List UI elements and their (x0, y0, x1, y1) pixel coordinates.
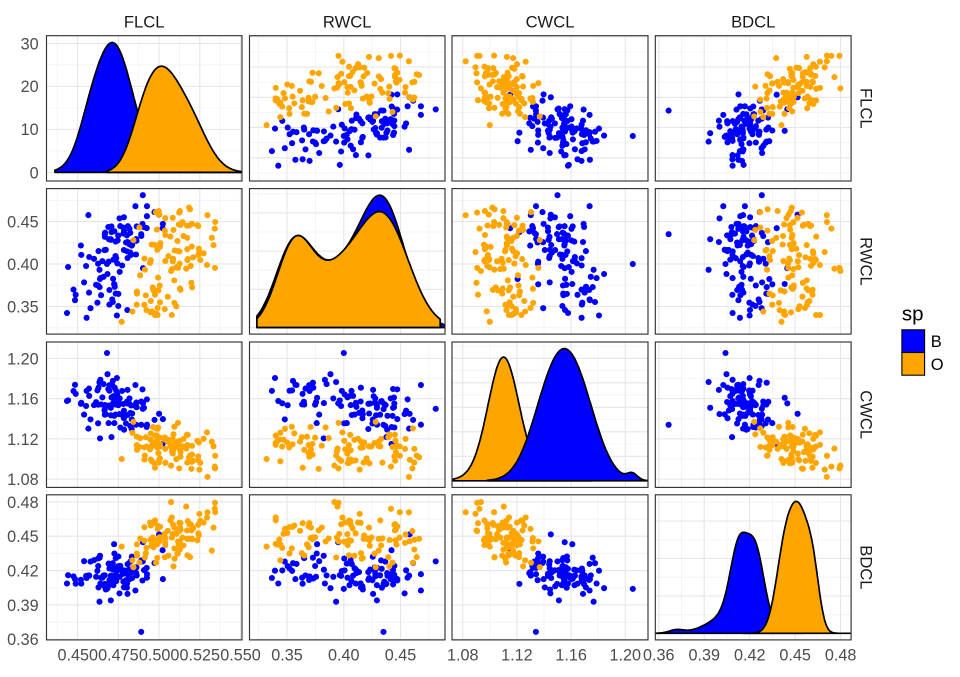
svg-text:CWCL: CWCL (526, 12, 575, 31)
svg-text:BDCL: BDCL (731, 12, 775, 31)
svg-text:0.36: 0.36 (7, 631, 39, 649)
svg-text:0.45: 0.45 (385, 646, 417, 664)
svg-text:RWCL: RWCL (857, 237, 876, 286)
svg-text:0.40: 0.40 (328, 646, 360, 664)
svg-text:0.42: 0.42 (734, 646, 766, 664)
svg-text:0.48: 0.48 (7, 494, 39, 512)
svg-text:0.42: 0.42 (7, 563, 39, 581)
svg-text:1.12: 1.12 (7, 431, 39, 449)
svg-text:0.40: 0.40 (7, 256, 39, 274)
svg-text:1.20: 1.20 (7, 350, 39, 368)
svg-text:sp: sp (902, 303, 924, 326)
svg-text:1.12: 1.12 (501, 646, 533, 664)
svg-text:0.45: 0.45 (779, 646, 811, 664)
svg-text:0.525: 0.525 (180, 646, 221, 664)
svg-text:0.35: 0.35 (271, 646, 303, 664)
svg-text:1.16: 1.16 (555, 646, 587, 664)
svg-text:20: 20 (21, 78, 39, 96)
svg-text:0.35: 0.35 (7, 298, 39, 316)
svg-text:0.39: 0.39 (688, 646, 720, 664)
svg-text:FLCL: FLCL (857, 88, 876, 129)
svg-text:FLCL: FLCL (124, 12, 165, 31)
svg-text:0.475: 0.475 (98, 646, 139, 664)
svg-text:RWCL: RWCL (323, 12, 372, 31)
svg-text:O: O (931, 356, 944, 374)
svg-text:BDCL: BDCL (857, 545, 876, 589)
svg-text:CWCL: CWCL (857, 390, 876, 439)
svg-text:10: 10 (21, 121, 39, 139)
svg-text:0.45: 0.45 (7, 528, 39, 546)
svg-text:1.16: 1.16 (7, 391, 39, 409)
svg-text:1.20: 1.20 (610, 646, 642, 664)
svg-text:1.08: 1.08 (447, 646, 479, 664)
svg-text:0.36: 0.36 (643, 646, 675, 664)
svg-text:0: 0 (30, 164, 39, 182)
svg-text:0.450: 0.450 (57, 646, 98, 664)
svg-text:0.550: 0.550 (220, 646, 261, 664)
svg-text:0.48: 0.48 (825, 646, 857, 664)
svg-text:0.500: 0.500 (139, 646, 180, 664)
svg-text:1.08: 1.08 (7, 471, 39, 489)
svg-text:30: 30 (21, 35, 39, 53)
svg-text:B: B (931, 333, 942, 351)
svg-text:0.45: 0.45 (7, 213, 39, 231)
svg-text:0.39: 0.39 (7, 597, 39, 615)
